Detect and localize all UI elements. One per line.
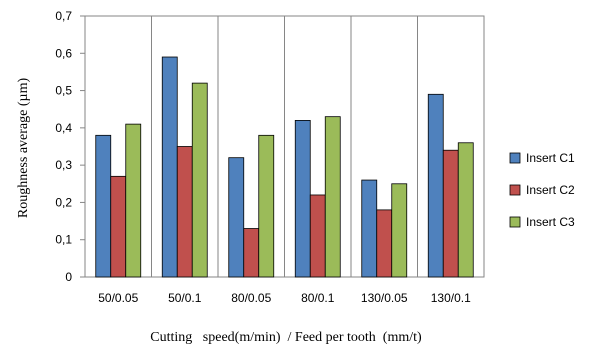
bar-insert-c3 — [324, 116, 341, 278]
legend: Insert C1 Insert C2 Insert C3 — [509, 151, 575, 229]
y-axis-ticks: 0 0,1 0,2 0,3 0,4 0,5 0,6 0,7 — [55, 9, 85, 284]
x-tick-label: 50/0.05 — [98, 291, 138, 305]
y-tick-label: 0,7 — [55, 9, 72, 23]
y-tick-label: 0,6 — [55, 46, 72, 60]
legend-swatch — [509, 184, 521, 196]
x-axis-ticks: 50/0.05 50/0.1 80/0.05 80/0.1 130/0.05 130/0.… — [98, 291, 471, 305]
bar-insert-c2 — [243, 228, 260, 278]
y-tick-label: 0,5 — [55, 84, 72, 98]
bar-insert-c3 — [457, 142, 474, 278]
legend-label: Insert C2 — [526, 183, 575, 197]
y-tick-label: 0,1 — [55, 233, 72, 247]
bar-insert-c3 — [391, 183, 408, 278]
x-tick-label: 80/0.1 — [301, 291, 335, 305]
bar-insert-c2 — [376, 209, 393, 278]
bar-insert-c2 — [110, 175, 127, 278]
bar-insert-c2 — [309, 194, 326, 278]
bar-insert-c2 — [442, 149, 459, 278]
y-tick-label: 0 — [65, 270, 72, 284]
bars — [95, 56, 474, 278]
y-tick-label: 0,2 — [55, 195, 72, 209]
legend-label: Insert C1 — [526, 151, 575, 165]
bar-insert-c1 — [427, 93, 444, 278]
bar-insert-c1 — [294, 120, 311, 278]
x-tick-label: 130/0.1 — [431, 291, 471, 305]
legend-label: Insert C3 — [526, 215, 575, 229]
plot-frame — [84, 15, 485, 278]
y-axis-title: Roughness average (µm) — [16, 78, 31, 219]
y-tick-label: 0,4 — [55, 121, 72, 135]
x-tick-label: 80/0.05 — [231, 291, 271, 305]
legend-swatch — [509, 216, 521, 228]
x-tick-label: 50/0.1 — [168, 291, 202, 305]
bar-insert-c1 — [228, 157, 245, 278]
legend-swatch — [509, 152, 521, 164]
bar-insert-c2 — [176, 146, 193, 278]
bar-insert-c1 — [361, 179, 378, 278]
bar-insert-c1 — [95, 134, 112, 278]
bar-insert-c3 — [191, 82, 208, 278]
x-tick-label: 130/0.05 — [361, 291, 408, 305]
y-tick-label: 0,3 — [55, 158, 72, 172]
bar-insert-c1 — [161, 56, 178, 278]
x-axis-title: Cutting speed(m/min) / Feed per tooth (m… — [150, 330, 422, 345]
bar-insert-c3 — [258, 134, 275, 278]
bar-insert-c3 — [125, 123, 142, 278]
